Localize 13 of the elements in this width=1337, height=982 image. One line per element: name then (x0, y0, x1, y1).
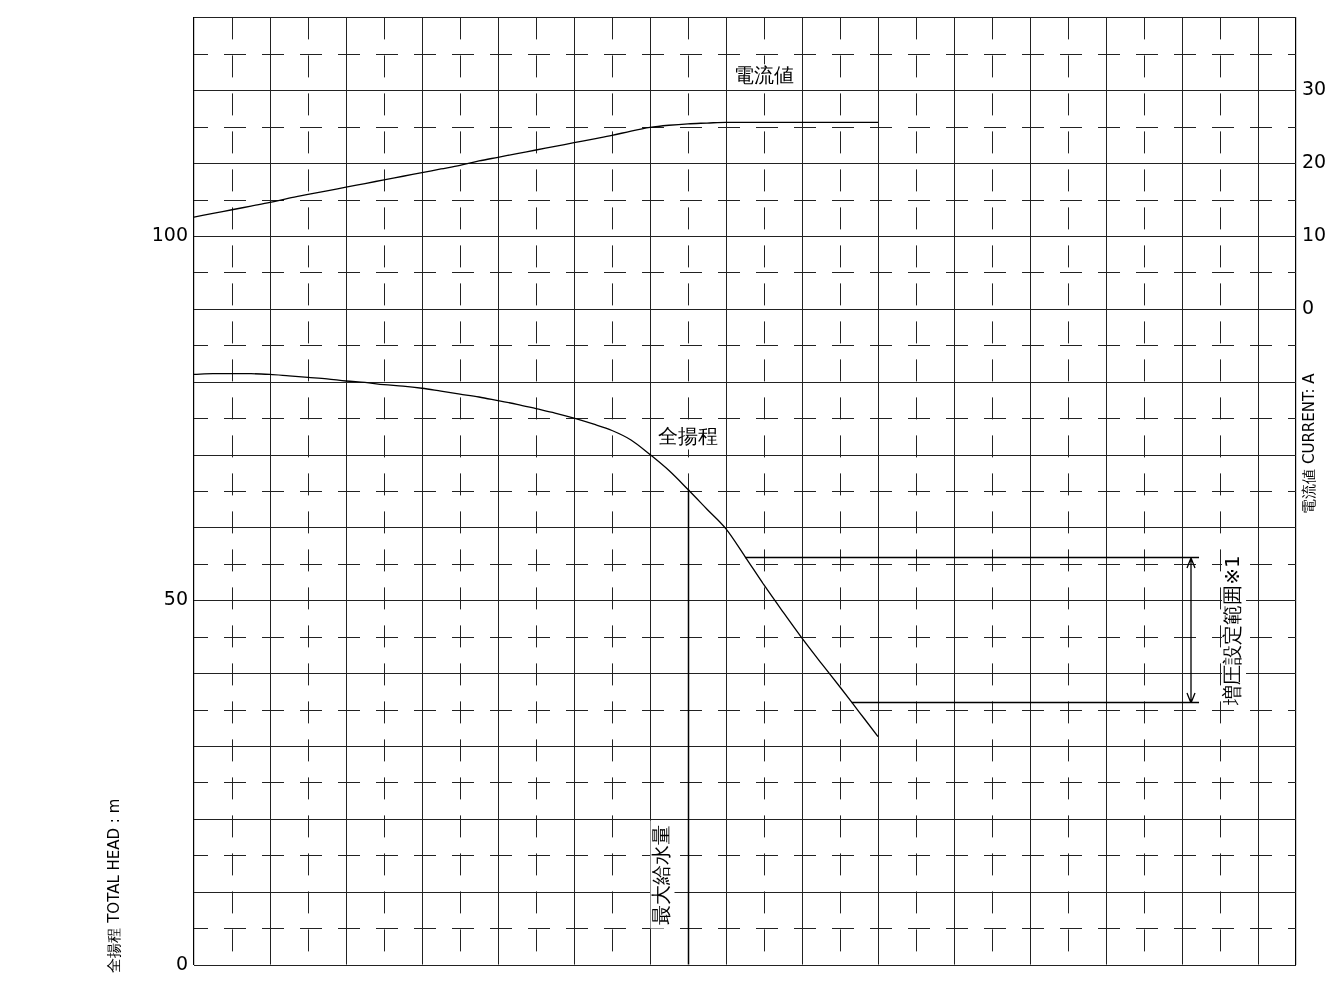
series-label: 全揚程 (658, 423, 718, 448)
y2-tick-label: 30 (1302, 77, 1327, 100)
y-tick-label: 0 (175, 951, 188, 974)
y2-tick-label: 10 (1302, 222, 1327, 245)
y-tick-label: 50 (163, 587, 188, 610)
series-label: 電流値 (734, 62, 794, 87)
annotation: 最大給水量 (648, 824, 673, 925)
annotation: 増圧設定範囲※1 (1220, 555, 1245, 706)
y-axis-title: 全揚程 TOTAL HEAD : m (104, 798, 123, 973)
y2-tick-label: 0 (1302, 295, 1315, 318)
y2-tick-label: 20 (1302, 150, 1327, 173)
y-tick-label: 100 (151, 222, 188, 245)
y2-axis-title: 電流値 CURRENT: A (1299, 372, 1318, 514)
